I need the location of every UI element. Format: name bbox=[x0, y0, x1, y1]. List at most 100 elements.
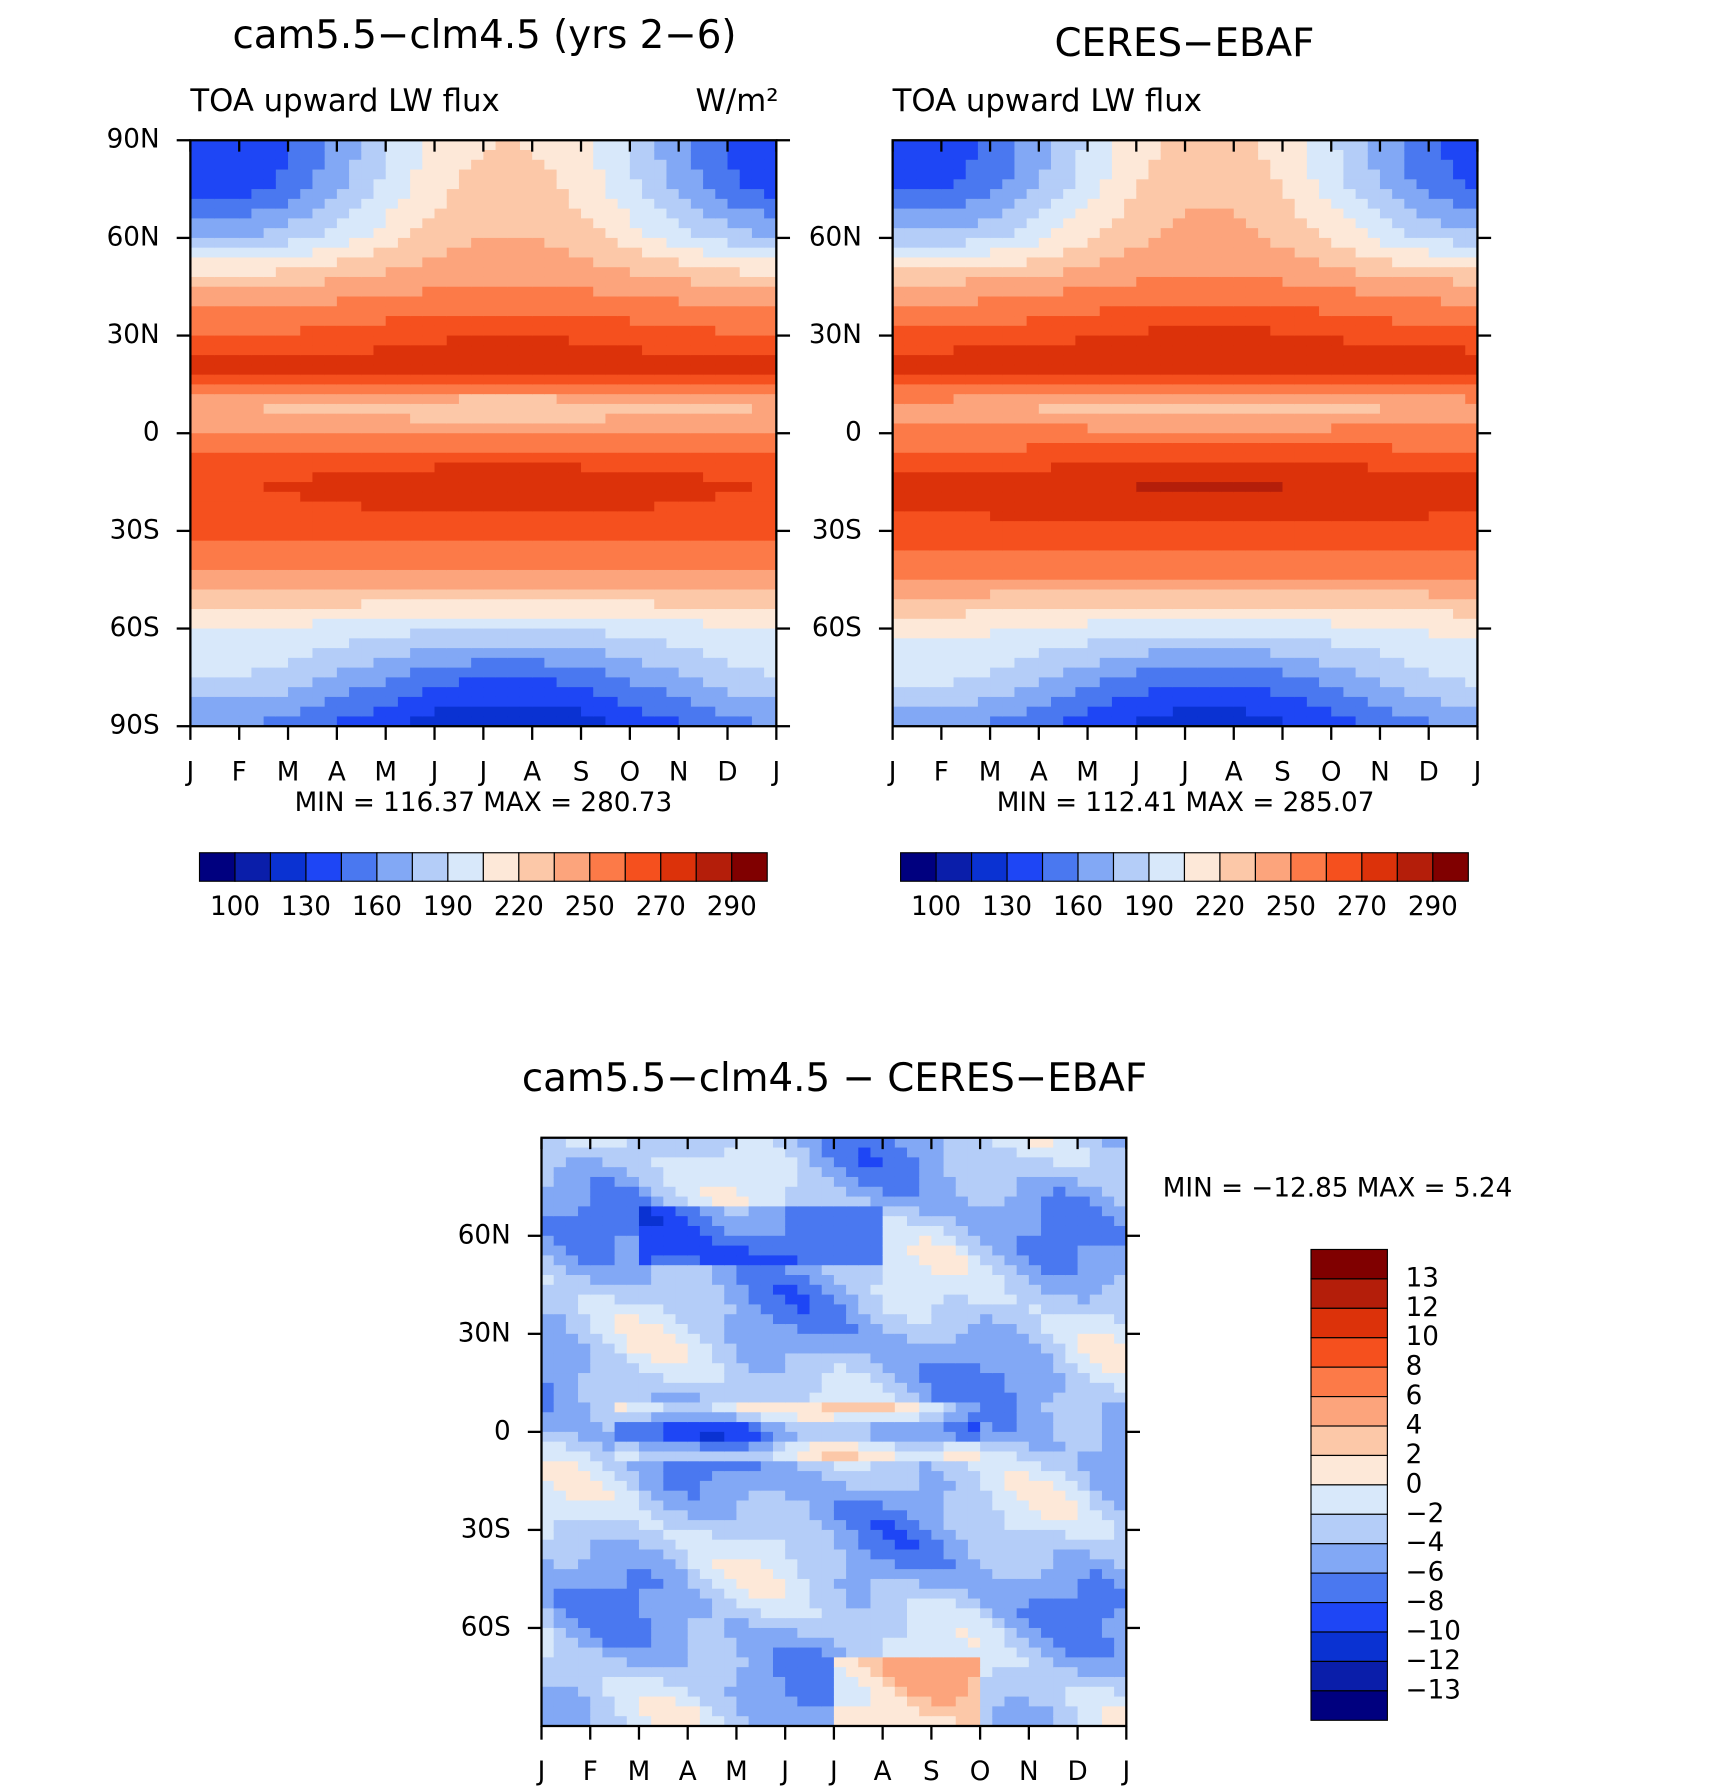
field-cell bbox=[739, 394, 753, 405]
field-cell bbox=[190, 618, 204, 630]
field-cell bbox=[1148, 462, 1162, 473]
field-cell bbox=[593, 511, 607, 522]
field-cell bbox=[214, 501, 228, 513]
field-cell bbox=[251, 345, 265, 356]
field-cell bbox=[666, 716, 680, 727]
field-cell bbox=[642, 638, 655, 649]
field-cell bbox=[471, 560, 485, 571]
field-cell bbox=[1111, 667, 1125, 679]
y-tick-label: 90N bbox=[107, 125, 160, 155]
field-cell bbox=[1111, 169, 1125, 180]
field-cell bbox=[410, 384, 424, 395]
field-cell bbox=[532, 228, 546, 239]
field-cell bbox=[654, 501, 668, 513]
field-cell bbox=[990, 267, 1003, 278]
field-cell bbox=[373, 599, 387, 610]
field-cell bbox=[617, 452, 631, 464]
field-cell bbox=[1026, 442, 1040, 454]
field-cell bbox=[581, 403, 594, 415]
field-cell bbox=[324, 677, 338, 688]
field-cell bbox=[275, 355, 289, 366]
field-cell bbox=[324, 540, 338, 552]
field-cell bbox=[568, 267, 582, 278]
field-cell bbox=[446, 150, 460, 161]
field-cell bbox=[1002, 276, 1016, 288]
field-cell bbox=[990, 599, 1003, 610]
field-cell bbox=[300, 638, 314, 649]
field-cell bbox=[361, 159, 375, 171]
field-cell bbox=[1185, 228, 1198, 239]
field-cell bbox=[349, 550, 362, 561]
field-cell bbox=[666, 482, 680, 493]
panel-title: cam5.5−clm4.5 (yrs 2−6) bbox=[232, 13, 736, 58]
field-cell bbox=[434, 696, 448, 708]
field-cell bbox=[666, 198, 680, 210]
field-cell bbox=[385, 286, 399, 298]
field-cell bbox=[397, 706, 411, 718]
field-cell bbox=[1075, 501, 1089, 513]
field-cell bbox=[1258, 140, 1272, 151]
field-cell bbox=[1221, 609, 1235, 620]
field-cell bbox=[739, 169, 753, 180]
field-cell bbox=[544, 218, 558, 229]
field-cell bbox=[1197, 657, 1211, 669]
field-cell bbox=[941, 179, 955, 190]
field-cell bbox=[446, 257, 460, 268]
field-cell bbox=[288, 198, 301, 210]
field-cell bbox=[678, 609, 692, 620]
field-cell bbox=[349, 384, 362, 395]
field-cell bbox=[965, 511, 979, 522]
field-cell bbox=[251, 560, 265, 571]
field-cell bbox=[593, 218, 607, 229]
field-cell bbox=[593, 491, 607, 503]
field-cell bbox=[764, 364, 778, 376]
field-cell bbox=[288, 267, 301, 278]
field-cell bbox=[263, 355, 277, 366]
field-cell bbox=[727, 208, 741, 220]
field-cell bbox=[263, 247, 277, 259]
field-cell bbox=[654, 687, 668, 698]
field-cell bbox=[617, 228, 631, 239]
field-cell bbox=[916, 677, 930, 688]
field-cell bbox=[544, 296, 558, 307]
field-cell bbox=[1197, 677, 1211, 688]
field-cell bbox=[1148, 648, 1162, 659]
field-cell bbox=[397, 472, 411, 483]
field-cell bbox=[312, 687, 326, 698]
field-cell bbox=[916, 599, 930, 610]
field-cell bbox=[312, 403, 326, 415]
field-cell bbox=[422, 237, 436, 249]
field-cell bbox=[617, 618, 631, 630]
field-cell bbox=[1136, 716, 1150, 727]
field-cell bbox=[1209, 687, 1223, 698]
field-cell bbox=[410, 189, 424, 200]
field-cell bbox=[446, 482, 460, 493]
field-cell bbox=[239, 316, 253, 327]
field-cell bbox=[904, 569, 918, 581]
field-cell bbox=[666, 687, 680, 698]
field-cell bbox=[397, 325, 411, 337]
field-cell bbox=[544, 609, 558, 620]
field-cell bbox=[275, 696, 289, 708]
field-cell bbox=[1087, 540, 1101, 552]
field-cell bbox=[953, 648, 967, 659]
field-cell bbox=[1172, 511, 1186, 522]
field-cell bbox=[1038, 706, 1052, 718]
field-cell bbox=[300, 159, 314, 171]
field-cell bbox=[1294, 482, 1308, 493]
field-cell bbox=[929, 687, 943, 698]
field-cell bbox=[1002, 530, 1016, 542]
field-cell bbox=[654, 667, 668, 679]
field-cell bbox=[1063, 306, 1077, 317]
field-cell bbox=[1063, 452, 1077, 464]
field-cell bbox=[361, 511, 375, 522]
field-cell bbox=[373, 306, 387, 317]
field-cell bbox=[1124, 306, 1137, 317]
field-cell bbox=[1221, 706, 1235, 718]
field-cell bbox=[764, 306, 778, 317]
field-cell bbox=[1233, 374, 1247, 386]
x-tick-label: J bbox=[429, 757, 439, 787]
field-cell bbox=[544, 482, 558, 493]
field-cell bbox=[483, 247, 497, 259]
field-cell bbox=[568, 638, 582, 649]
